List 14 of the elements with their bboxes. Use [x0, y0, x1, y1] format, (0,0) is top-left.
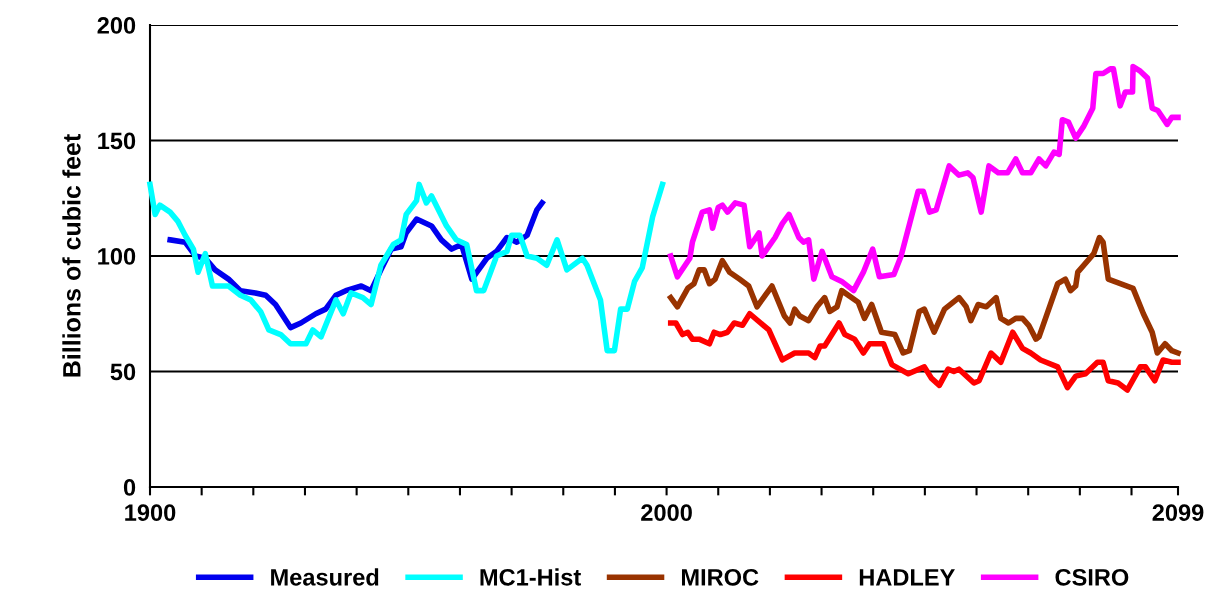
- legend-label: MC1-Hist: [480, 568, 581, 586]
- y-axis-title: Billions of cubic feet: [62, 134, 81, 377]
- x-tick-label: 1900: [125, 504, 176, 522]
- legend-label: MIROC: [681, 568, 759, 586]
- y-tick-label: 200: [97, 17, 136, 34]
- legend-label: Measured: [271, 568, 379, 586]
- y-tick-label: 150: [98, 132, 136, 150]
- x-tick-label: 2000: [641, 504, 692, 522]
- y-tick-label: 0: [123, 479, 136, 496]
- legend-label: CSIRO: [1055, 568, 1129, 586]
- y-tick-label: 100: [98, 248, 136, 265]
- legend-label: HADLEY: [859, 569, 955, 586]
- y-tick-label: 50: [110, 363, 136, 381]
- x-tick-label: 2099: [1152, 504, 1204, 522]
